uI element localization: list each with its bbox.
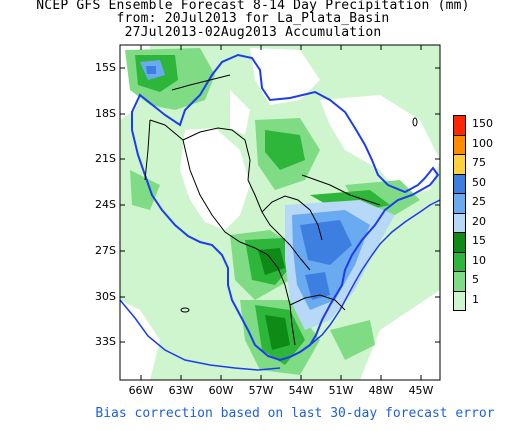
legend-label: 1 (472, 292, 479, 306)
legend-label: 20 (472, 214, 486, 228)
lake (180, 307, 190, 313)
legend-swatch (453, 232, 466, 253)
y-axis-label: 18S (95, 107, 116, 120)
coastline (119, 199, 441, 371)
legend-label: 75 (472, 156, 486, 169)
y-axis-label: 15S (95, 61, 116, 74)
y-axis-label: 27S (95, 244, 116, 257)
legend-label: 25 (472, 195, 486, 208)
legend-label: 5 (472, 273, 479, 286)
legend-label: 100 (472, 136, 493, 150)
x-ticks (140, 45, 422, 380)
y-axis-label: 21S (95, 152, 116, 165)
y-axis-label: 24S (95, 198, 116, 211)
map-subtitle-forecast-date: from: 20Jul2013 for La_Plata_Basin (116, 11, 390, 26)
x-axis-label: 45W (408, 384, 434, 397)
map-subtitle-period: 27Jul2013-02Aug2013 Accumulation (124, 25, 382, 40)
y-axis-label: 33S (95, 335, 116, 348)
legend-swatch (453, 154, 466, 175)
plot-frame (119, 44, 441, 381)
map-title: NCEP GFS Ensemble Forecast 8-14 Day Prec… (36, 0, 470, 13)
legend-label: 50 (472, 175, 486, 189)
x-axis-label: 54W (288, 384, 314, 397)
legend-swatch (453, 212, 466, 233)
legend-swatch (453, 115, 466, 136)
legend-swatch (453, 173, 466, 194)
lake (412, 117, 418, 127)
x-axis-label: 60W (208, 384, 234, 397)
legend-label: 150 (472, 117, 493, 130)
legend-swatch (453, 193, 466, 214)
y-ticks (120, 67, 440, 343)
x-axis-label: 57W (248, 384, 274, 397)
legend-swatch (453, 134, 466, 155)
country-borders (144, 74, 381, 346)
bias-correction-note: Bias correction based on last 30-day for… (95, 406, 495, 421)
legend-swatch (453, 271, 466, 292)
basin-outline (131, 53, 440, 362)
legend-swatch (453, 251, 466, 272)
x-axis-label: 51W (328, 384, 354, 397)
legend-swatch (453, 290, 466, 311)
x-axis-label: 63W (168, 384, 194, 397)
x-axis-label: 48W (368, 384, 394, 397)
legend-label: 10 (472, 253, 486, 267)
y-axis-label: 30S (95, 290, 116, 303)
legend-label: 15 (472, 234, 486, 247)
x-axis-label: 66W (128, 384, 154, 397)
precipitation-field (120, 45, 440, 380)
